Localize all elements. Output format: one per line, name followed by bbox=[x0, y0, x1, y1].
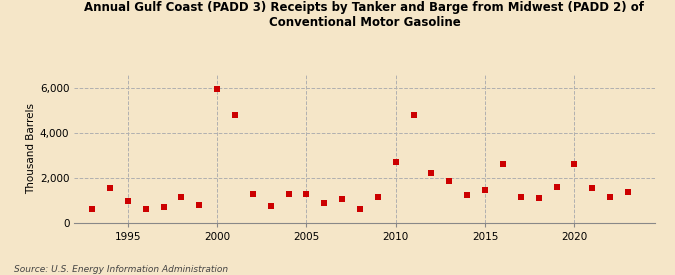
Point bbox=[373, 195, 383, 199]
Point bbox=[301, 191, 312, 196]
Point bbox=[158, 205, 169, 209]
Point bbox=[105, 186, 115, 190]
Point bbox=[122, 199, 133, 204]
Point bbox=[284, 191, 294, 196]
Point bbox=[533, 196, 544, 200]
Text: Source: U.S. Energy Information Administration: Source: U.S. Energy Information Administ… bbox=[14, 265, 227, 274]
Point bbox=[212, 87, 223, 91]
Point bbox=[462, 192, 472, 197]
Point bbox=[319, 200, 329, 205]
Point bbox=[444, 179, 455, 183]
Point bbox=[551, 185, 562, 189]
Point bbox=[569, 162, 580, 166]
Point bbox=[194, 203, 205, 207]
Point bbox=[426, 171, 437, 175]
Point bbox=[230, 112, 240, 117]
Point bbox=[497, 162, 508, 166]
Point bbox=[587, 186, 597, 190]
Y-axis label: Thousand Barrels: Thousand Barrels bbox=[26, 103, 36, 194]
Point bbox=[480, 188, 491, 192]
Point bbox=[354, 207, 365, 211]
Text: Annual Gulf Coast (PADD 3) Receipts by Tanker and Barge from Midwest (PADD 2) of: Annual Gulf Coast (PADD 3) Receipts by T… bbox=[84, 1, 645, 29]
Point bbox=[516, 195, 526, 199]
Point bbox=[265, 204, 276, 208]
Point bbox=[622, 190, 633, 195]
Point bbox=[337, 197, 348, 201]
Point bbox=[176, 195, 187, 199]
Point bbox=[248, 191, 259, 196]
Point bbox=[140, 207, 151, 211]
Point bbox=[408, 112, 419, 117]
Point bbox=[86, 207, 97, 211]
Point bbox=[390, 160, 401, 164]
Point bbox=[605, 195, 616, 199]
